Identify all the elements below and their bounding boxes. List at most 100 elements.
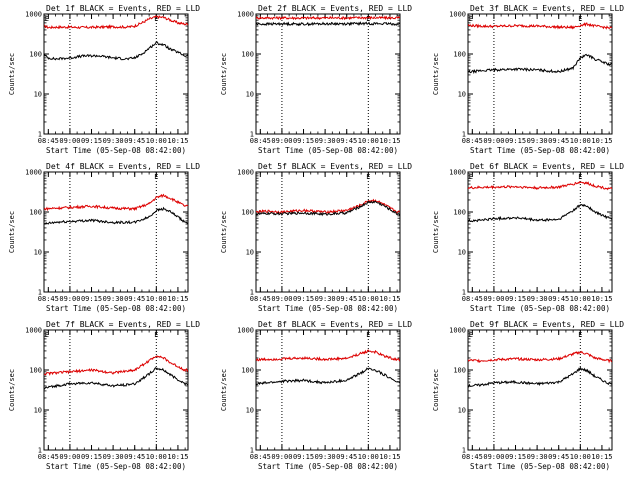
x-tick-label: 09:30 — [315, 295, 336, 303]
series-line-black — [44, 41, 188, 61]
series-line-red — [256, 15, 400, 21]
y-tick-label: 1000 — [237, 11, 254, 19]
chart-panel: Det 3f BLACK = Events, RED = LLD Counts/s… — [432, 4, 624, 155]
x-tick-label: 10:00 — [570, 137, 591, 145]
marker-label: E — [154, 173, 158, 181]
x-tick-label: 09:00 — [59, 453, 80, 461]
x-tick-label: 09:00 — [483, 137, 504, 145]
y-axis-label: Counts/sec — [8, 53, 16, 95]
x-axis-label: Start Time (05-Sep-08 08:42:00) — [470, 146, 610, 155]
x-tick-label: 10:00 — [146, 453, 167, 461]
x-tick-label: 10:15 — [591, 295, 612, 303]
y-tick-label: 10 — [34, 249, 42, 257]
x-tick-label: 10:15 — [379, 295, 400, 303]
y-tick-label: 100 — [29, 367, 42, 375]
x-tick-label: 09:15 — [81, 453, 102, 461]
y-tick-label: 1 — [250, 131, 254, 139]
y-tick-label: 100 — [29, 209, 42, 217]
chart-panel: Det 2f BLACK = Events, RED = LLD Counts/s… — [220, 4, 412, 155]
marker-label: E — [366, 173, 370, 181]
marker-label: E — [469, 331, 473, 339]
marker-label: E — [154, 331, 158, 339]
chart-title: Det 4f BLACK = Events, RED = LLD — [46, 162, 200, 171]
y-axis-label: Counts/sec — [220, 369, 228, 411]
x-tick-label: 08:45 — [38, 295, 59, 303]
x-tick-label: 09:00 — [59, 137, 80, 145]
marker-label: E — [45, 331, 49, 339]
plot-frame — [467, 13, 613, 135]
x-tick-label: 09:00 — [271, 295, 292, 303]
marker-label: E — [578, 15, 582, 23]
x-tick-label: 08:45 — [38, 453, 59, 461]
y-axis-label: Counts/sec — [432, 53, 440, 95]
series-line-black — [468, 204, 612, 223]
x-tick-label: 10:00 — [358, 453, 379, 461]
marker-label: E — [578, 173, 582, 181]
x-axis-label: Start Time (05-Sep-08 08:42:00) — [46, 146, 186, 155]
y-axis-label: Counts/sec — [8, 369, 16, 411]
x-tick-label: 08:45 — [250, 137, 271, 145]
x-tick-label: 09:00 — [59, 295, 80, 303]
y-axis-label: Counts/sec — [8, 211, 16, 253]
marker-label: E — [366, 15, 370, 23]
chart-title: Det 8f BLACK = Events, RED = LLD — [258, 320, 412, 329]
y-tick-label: 1000 — [25, 327, 42, 335]
y-tick-label: 1000 — [449, 169, 466, 177]
series-line-red — [468, 350, 612, 364]
x-tick-label: 09:15 — [505, 453, 526, 461]
chart-title: Det 5f BLACK = Events, RED = LLD — [258, 162, 412, 171]
x-axis-label: Start Time (05-Sep-08 08:42:00) — [258, 462, 398, 471]
y-tick-label: 100 — [241, 51, 254, 59]
y-tick-label: 100 — [453, 367, 466, 375]
series-line-red — [256, 198, 400, 215]
x-tick-label: 09:15 — [293, 295, 314, 303]
series-line-red — [468, 22, 612, 30]
y-axis-label: Counts/sec — [432, 211, 440, 253]
x-tick-label: 09:30 — [527, 453, 548, 461]
y-tick-label: 10 — [246, 249, 254, 257]
series-line-black — [256, 21, 400, 27]
x-axis-label: Start Time (05-Sep-08 08:42:00) — [470, 462, 610, 471]
chart-title: Det 9f BLACK = Events, RED = LLD — [470, 320, 624, 329]
y-tick-label: 1 — [462, 131, 466, 139]
x-tick-label: 10:15 — [167, 137, 188, 145]
y-tick-label: 1000 — [25, 11, 42, 19]
x-tick-label: 10:15 — [167, 295, 188, 303]
series-line-black — [468, 366, 612, 388]
x-tick-label: 09:30 — [103, 453, 124, 461]
series-line-black — [256, 200, 400, 217]
marker-label: E — [469, 173, 473, 181]
marker-label: E — [154, 15, 158, 23]
y-tick-label: 1000 — [449, 327, 466, 335]
y-tick-label: 1000 — [25, 169, 42, 177]
x-tick-label: 09:00 — [271, 137, 292, 145]
series-line-red — [468, 180, 612, 191]
marker-label: E — [469, 15, 473, 23]
x-tick-label: 10:00 — [146, 295, 167, 303]
y-tick-label: 1 — [38, 131, 42, 139]
y-tick-label: 1 — [38, 447, 42, 455]
y-tick-label: 100 — [241, 209, 254, 217]
series-line-black — [256, 367, 400, 386]
y-tick-label: 10 — [246, 407, 254, 415]
x-tick-label: 09:45 — [336, 453, 357, 461]
series-line-red — [44, 193, 188, 212]
series-line-red — [256, 349, 400, 362]
y-axis-label: Counts/sec — [220, 211, 228, 253]
x-axis-label: Start Time (05-Sep-08 08:42:00) — [258, 146, 398, 155]
chart-panel: Det 8f BLACK = Events, RED = LLD Counts/s… — [220, 320, 412, 471]
x-tick-label: 09:15 — [293, 453, 314, 461]
plot-frame — [43, 171, 189, 293]
x-tick-label: 09:45 — [548, 295, 569, 303]
chart-title: Det 3f BLACK = Events, RED = LLD — [470, 4, 624, 13]
x-tick-label: 09:30 — [103, 137, 124, 145]
plot-frame — [467, 329, 613, 451]
chart-panel: Det 7f BLACK = Events, RED = LLD Counts/s… — [8, 320, 200, 471]
x-tick-label: 09:45 — [336, 295, 357, 303]
y-tick-label: 10 — [458, 91, 466, 99]
chart-panel: Det 9f BLACK = Events, RED = LLD Counts/s… — [432, 320, 624, 471]
y-tick-label: 1 — [462, 289, 466, 297]
x-tick-label: 09:15 — [81, 295, 102, 303]
x-tick-label: 09:30 — [103, 295, 124, 303]
